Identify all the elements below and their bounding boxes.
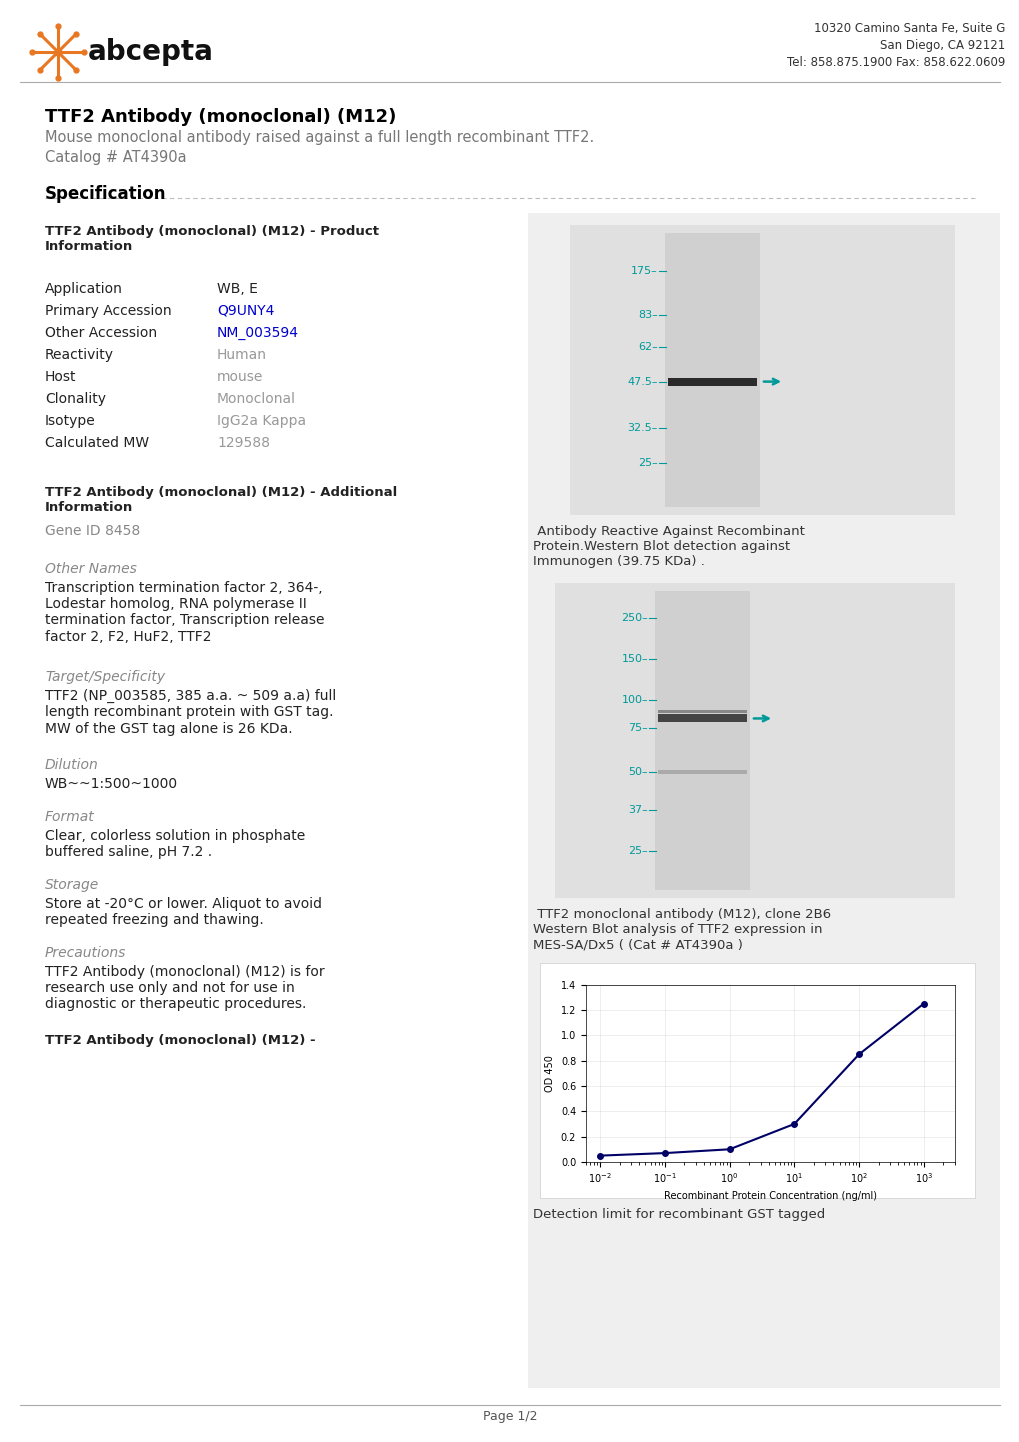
Text: Page 1/2: Page 1/2: [482, 1410, 537, 1423]
Text: TTF2 Antibody (monoclonal) (M12) is for
research use only and not for use in
dia: TTF2 Antibody (monoclonal) (M12) is for …: [45, 965, 324, 1011]
Bar: [570, 225, 954, 515]
Text: Application: Application: [45, 283, 122, 296]
Text: 83–: 83–: [638, 310, 657, 320]
Text: Other Names: Other Names: [45, 562, 137, 575]
Text: Clonality: Clonality: [45, 392, 106, 407]
Text: 50–: 50–: [628, 767, 647, 777]
Text: 25–: 25–: [628, 846, 647, 855]
Text: 25–: 25–: [638, 457, 657, 467]
Bar: [657, 711, 746, 714]
Bar: [667, 378, 756, 385]
Text: Mouse monoclonal antibody raised against a full length recombinant TTF2.: Mouse monoclonal antibody raised against…: [45, 130, 594, 146]
Text: Host: Host: [45, 371, 76, 384]
Bar: [657, 714, 746, 722]
X-axis label: Recombinant Protein Concentration (ng/ml): Recombinant Protein Concentration (ng/ml…: [663, 1191, 876, 1201]
Text: Tel: 858.875.1900 Fax: 858.622.0609: Tel: 858.875.1900 Fax: 858.622.0609: [786, 56, 1004, 69]
Text: mouse: mouse: [217, 371, 263, 384]
Text: WB~~1:500~1000: WB~~1:500~1000: [45, 777, 178, 792]
Text: Isotype: Isotype: [45, 414, 96, 428]
Text: Q9UNY4: Q9UNY4: [217, 304, 274, 319]
Text: Detection limit for recombinant GST tagged: Detection limit for recombinant GST tagg…: [533, 1208, 824, 1221]
Text: Monoclonal: Monoclonal: [217, 392, 296, 407]
Text: 47.5–: 47.5–: [627, 376, 657, 386]
Text: San Diego, CA 92121: San Diego, CA 92121: [878, 39, 1004, 52]
Text: TTF2 (NP_003585, 385 a.a. ~ 509 a.a) full
length recombinant protein with GST ta: TTF2 (NP_003585, 385 a.a. ~ 509 a.a) ful…: [45, 689, 336, 735]
Text: Precautions: Precautions: [45, 946, 126, 960]
Text: 37–: 37–: [628, 805, 647, 815]
Text: 100–: 100–: [621, 695, 647, 705]
Text: 150–: 150–: [621, 653, 647, 663]
Text: TTF2 monoclonal antibody (M12), clone 2B6
Western Blot analysis of TTF2 expressi: TTF2 monoclonal antibody (M12), clone 2B…: [533, 908, 830, 952]
Bar: [554, 583, 954, 898]
Bar: [539, 963, 974, 1198]
Text: TTF2 Antibody (monoclonal) (M12) - Additional
Information: TTF2 Antibody (monoclonal) (M12) - Addit…: [45, 486, 396, 513]
Text: NM_003594: NM_003594: [217, 326, 299, 340]
Text: Reactivity: Reactivity: [45, 348, 114, 362]
Text: WB, E: WB, E: [217, 283, 258, 296]
Text: Store at -20°C or lower. Aliquot to avoid
repeated freezing and thawing.: Store at -20°C or lower. Aliquot to avoi…: [45, 897, 322, 927]
Text: abcepta: abcepta: [88, 37, 214, 66]
Text: Antibody Reactive Against Recombinant
Protein.Western Blot detection against
Imm: Antibody Reactive Against Recombinant Pr…: [533, 525, 804, 568]
Text: Gene ID 8458: Gene ID 8458: [45, 523, 141, 538]
Text: TTF2 Antibody (monoclonal) (M12) -: TTF2 Antibody (monoclonal) (M12) -: [45, 1034, 315, 1047]
Text: Human: Human: [217, 348, 267, 362]
Text: 75–: 75–: [628, 722, 647, 733]
Text: Storage: Storage: [45, 878, 99, 893]
Text: Calculated MW: Calculated MW: [45, 435, 149, 450]
Y-axis label: OD 450: OD 450: [545, 1056, 554, 1092]
Text: Catalog # AT4390a: Catalog # AT4390a: [45, 150, 186, 164]
Bar: [528, 213, 999, 1389]
Text: IgG2a Kappa: IgG2a Kappa: [217, 414, 306, 428]
Text: 10320 Camino Santa Fe, Suite G: 10320 Camino Santa Fe, Suite G: [813, 22, 1004, 35]
Text: TTF2 Antibody (monoclonal) (M12): TTF2 Antibody (monoclonal) (M12): [45, 108, 396, 125]
Text: Dilution: Dilution: [45, 758, 99, 771]
Text: 250–: 250–: [621, 613, 647, 623]
Text: Format: Format: [45, 810, 95, 823]
Bar: [664, 234, 759, 508]
Text: 129588: 129588: [217, 435, 270, 450]
Text: Clear, colorless solution in phosphate
buffered saline, pH 7.2 .: Clear, colorless solution in phosphate b…: [45, 829, 305, 859]
Text: Specification: Specification: [45, 185, 166, 203]
Text: Primary Accession: Primary Accession: [45, 304, 171, 319]
Text: 175–: 175–: [631, 267, 657, 277]
Text: 62–: 62–: [638, 342, 657, 352]
Text: Target/Specificity: Target/Specificity: [45, 671, 165, 684]
Text: Other Accession: Other Accession: [45, 326, 157, 340]
Text: 32.5–: 32.5–: [627, 423, 657, 433]
Bar: [654, 591, 749, 890]
Bar: [657, 770, 746, 774]
Text: Transcription termination factor 2, 364-,
Lodestar homolog, RNA polymerase II
te: Transcription termination factor 2, 364-…: [45, 581, 324, 643]
Text: TTF2 Antibody (monoclonal) (M12) - Product
Information: TTF2 Antibody (monoclonal) (M12) - Produ…: [45, 225, 379, 252]
